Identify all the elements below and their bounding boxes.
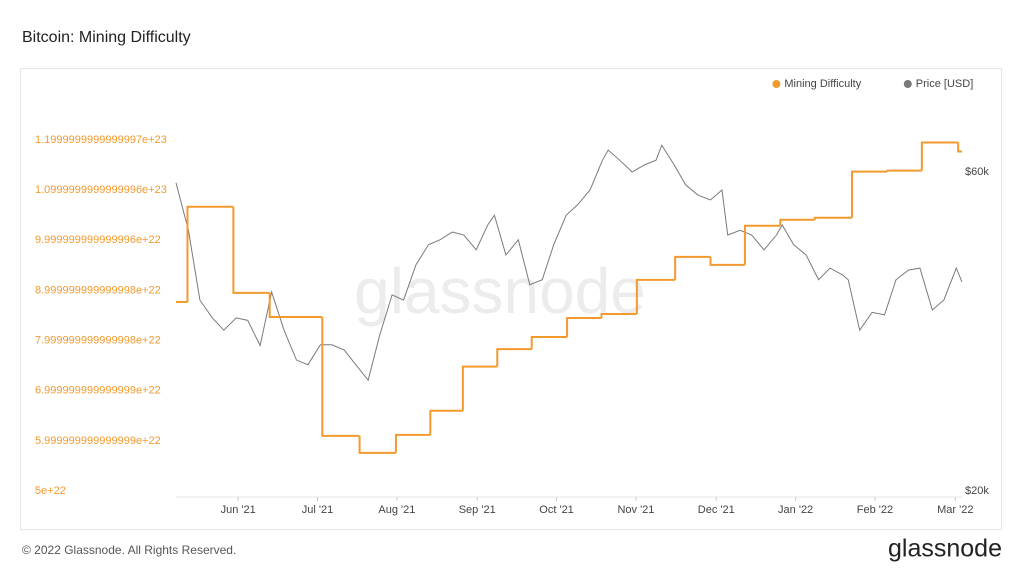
legend-label: Mining Difficulty — [784, 78, 861, 90]
x-tick-label: Feb '22 — [857, 504, 893, 516]
x-tick-label: Dec '21 — [698, 504, 735, 516]
x-tick-label: Sep '21 — [459, 504, 496, 516]
y-tick-label: 7.999999999999998e+22 — [35, 334, 161, 346]
copyright: © 2022 Glassnode. All Rights Reserved. — [22, 543, 236, 557]
chart-title: Bitcoin: Mining Difficulty — [22, 29, 191, 46]
step-segment — [957, 142, 962, 153]
step-segment — [358, 435, 396, 454]
x-tick-label: Oct '21 — [539, 504, 574, 516]
step-segment — [268, 292, 323, 319]
price-line — [175, 144, 963, 382]
step-segment — [600, 312, 637, 319]
y-tick-label: 9.999999999999996e+22 — [35, 234, 161, 246]
y2-tick-label: $20k — [965, 485, 989, 497]
step-segment — [530, 336, 568, 350]
step-segment — [709, 256, 745, 266]
logo: glassnode — [888, 535, 1002, 563]
legend-swatch — [772, 80, 781, 88]
step-segment — [186, 205, 234, 302]
step-segment — [429, 409, 463, 435]
step-segment — [635, 278, 676, 314]
y-tick-label: 1.1999999999999997e+23 — [35, 134, 167, 146]
legend-swatch — [903, 80, 912, 88]
chart-panel — [20, 68, 1002, 530]
step-segment — [566, 317, 602, 338]
y-tick-label: 8.999999999999998e+22 — [35, 284, 161, 296]
step-segment — [920, 141, 959, 171]
step-line — [176, 141, 962, 454]
y-tick-label: 6.999999999999999e+22 — [35, 385, 161, 397]
watermark: glassnode — [354, 255, 646, 327]
y-tick-label: 5.999999999999999e+22 — [35, 435, 161, 447]
step-segment — [461, 365, 498, 411]
step-segment — [232, 206, 270, 294]
x-tick-label: Aug '21 — [378, 504, 415, 516]
step-segment — [496, 348, 532, 367]
legend-label: Price [USD] — [916, 78, 973, 90]
step-segment — [743, 224, 781, 265]
step-segment — [851, 170, 888, 218]
step-segment — [813, 216, 853, 220]
y2-tick-label: $60k — [965, 166, 989, 178]
x-tick-label: Nov '21 — [617, 504, 654, 516]
step-segment — [886, 169, 922, 172]
y-tick-label: 1.0999999999999996e+23 — [35, 184, 167, 196]
step-segment — [321, 317, 360, 437]
step-segment — [674, 255, 711, 280]
step-segment — [394, 433, 431, 453]
step-segment — [779, 218, 815, 226]
x-tick-label: Mar '22 — [937, 504, 973, 516]
y-tick-label: 5e+22 — [35, 485, 66, 497]
x-tick-label: Jun '21 — [221, 504, 256, 516]
x-tick-label: Jul '21 — [302, 504, 333, 516]
x-tick-label: Jan '22 — [778, 504, 813, 516]
